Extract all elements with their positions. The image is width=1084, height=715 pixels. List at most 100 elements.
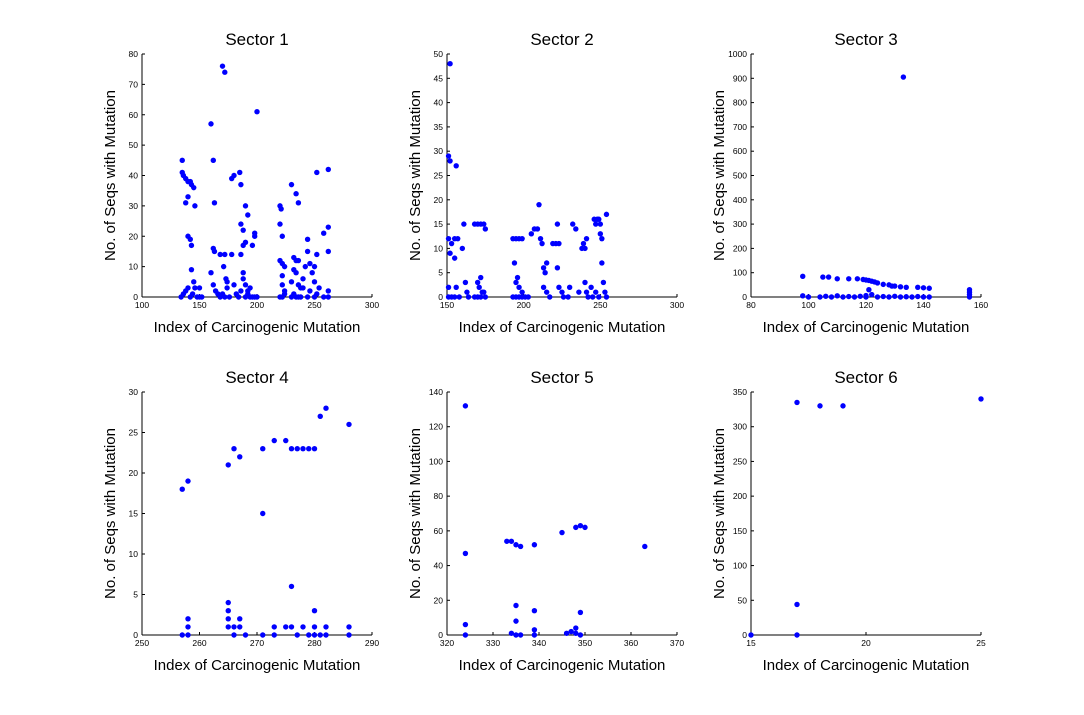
chart-sector-2: Sector 2 150 200 250 300 0 5 10 15 20 25 30 35 40 45 50… [407,30,684,336]
data-point [237,454,243,460]
data-point [573,524,579,531]
y-tick-label: 10 [434,243,444,253]
data-point [525,294,531,300]
data-point [903,284,909,290]
data-point [596,216,602,222]
data-point [247,285,253,291]
data-point [800,293,806,299]
data-point [597,221,604,227]
chart-sector-4: Sector 4 250 260 270 280 290 0 5 10 15 20 25 30 Index… [102,368,379,674]
x-tick-label: 150 [192,300,206,310]
y-tick-label: 40 [434,561,444,571]
data-point [568,628,574,635]
y-tick-label: 60 [129,110,139,120]
data-point [794,632,800,638]
data-point [966,294,973,300]
data-point [237,169,243,176]
data-point [600,279,607,286]
data-point [857,293,863,299]
data-point [225,624,231,630]
data-point [238,251,244,258]
data-point [211,248,218,255]
y-tick-label: 25 [434,171,444,181]
data-point [566,284,573,290]
y-tick-label: 0 [133,630,138,640]
chart-title: Sector 2 [530,30,593,49]
y-tick-label: 200 [733,243,747,253]
data-point [560,294,567,300]
data-point [314,251,320,258]
x-tick-label: 330 [486,638,500,648]
data-point [926,285,932,291]
data-point [293,191,299,197]
data-point [271,437,277,444]
data-point [346,624,352,630]
data-point [210,282,216,288]
data-point [834,293,840,299]
x-tick-label: 270 [250,638,264,648]
data-point [445,284,452,290]
data-point [556,284,562,290]
data-point [531,608,538,614]
y-tick-label: 10 [129,549,139,559]
data-point [311,279,318,285]
data-point [462,621,469,628]
data-point [603,294,610,300]
data-point [880,281,886,288]
data-point [185,632,191,638]
data-point [445,235,452,242]
data-point [445,153,452,159]
data-point [231,632,237,638]
data-point [307,288,313,294]
data-point [311,263,318,270]
y-tick-label: 5 [438,268,443,278]
x-tick-label: 25 [976,638,986,648]
y-tick-label: 15 [129,509,139,519]
data-point [307,260,313,267]
data-point [474,279,481,286]
data-point [531,627,538,633]
y-tick-label: 0 [438,630,443,640]
x-tick-label: 15 [746,638,756,648]
x-tick-label: 350 [578,638,592,648]
y-tick-label: 20 [129,231,139,241]
data-point [593,221,599,227]
data-point [179,632,185,638]
data-point [465,294,472,300]
data-point [191,184,197,191]
chart-sector-3: Sector 3 80 100 120 140 160 0 100 200 300 400 500 60… [711,30,988,336]
data-point [260,632,266,638]
data-point [183,200,189,206]
data-point [511,260,518,266]
y-tick-label: 120 [429,422,443,432]
data-point [577,609,584,616]
data-point [508,630,515,636]
data-point [240,270,246,276]
data-point [185,478,191,484]
y-tick-label: 5 [133,590,138,600]
data-point [513,602,519,609]
y-tick-label: 80 [129,49,139,59]
data-point [225,608,231,614]
y-tick-label: 100 [733,268,747,278]
data-point [260,446,266,452]
data-point [794,601,800,608]
y-tick-label: 35 [434,122,444,132]
data-point [321,230,327,236]
data-point [577,632,584,638]
y-tick-label: 20 [129,468,139,478]
data-point [597,231,604,237]
data-point [603,211,610,218]
data-points [179,405,352,638]
data-point [448,240,455,247]
data-point [238,221,244,227]
data-point [514,274,521,281]
data-point [582,245,588,252]
data-point [926,294,932,300]
data-point [242,203,249,209]
data-point [481,221,487,227]
y-tick-label: 600 [733,146,747,156]
data-point [478,274,484,281]
data-point [224,285,230,291]
data-point [210,157,216,164]
